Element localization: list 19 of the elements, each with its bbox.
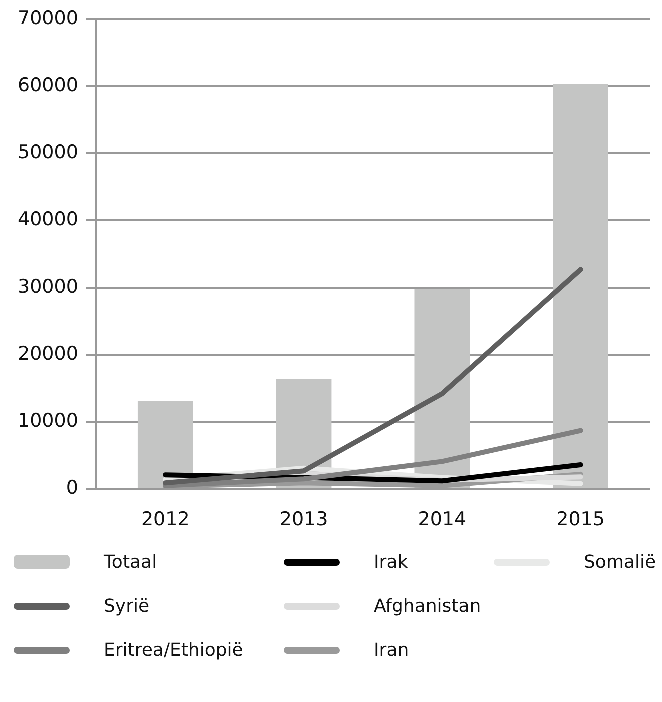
y-tick-label: 30000 bbox=[18, 276, 78, 298]
x-tick-label: 2013 bbox=[280, 508, 328, 531]
x-tick-label: 2012 bbox=[141, 508, 190, 531]
legend-label: Irak bbox=[374, 552, 408, 572]
y-tick-label: 60000 bbox=[18, 74, 78, 96]
legend-label: Syrië bbox=[104, 596, 150, 616]
legend-label: Somalië bbox=[584, 552, 656, 572]
y-tick-label: 40000 bbox=[18, 208, 78, 231]
legend-label: Afghanistan bbox=[374, 596, 482, 616]
y-tick-label: 20000 bbox=[18, 342, 78, 365]
legend-label: Totaal bbox=[104, 552, 158, 572]
y-tick-label: 10000 bbox=[18, 410, 78, 432]
x-tick-label: 2015 bbox=[556, 508, 605, 531]
x-tick-label: 2014 bbox=[418, 508, 467, 531]
y-tick-label: 0 bbox=[66, 477, 78, 500]
y-tick-label: 50000 bbox=[18, 142, 78, 164]
y-tick-label: 70000 bbox=[18, 7, 78, 30]
legend-label: Iran bbox=[374, 640, 410, 660]
legend-label: Eritrea/Ethiopië bbox=[104, 640, 244, 660]
